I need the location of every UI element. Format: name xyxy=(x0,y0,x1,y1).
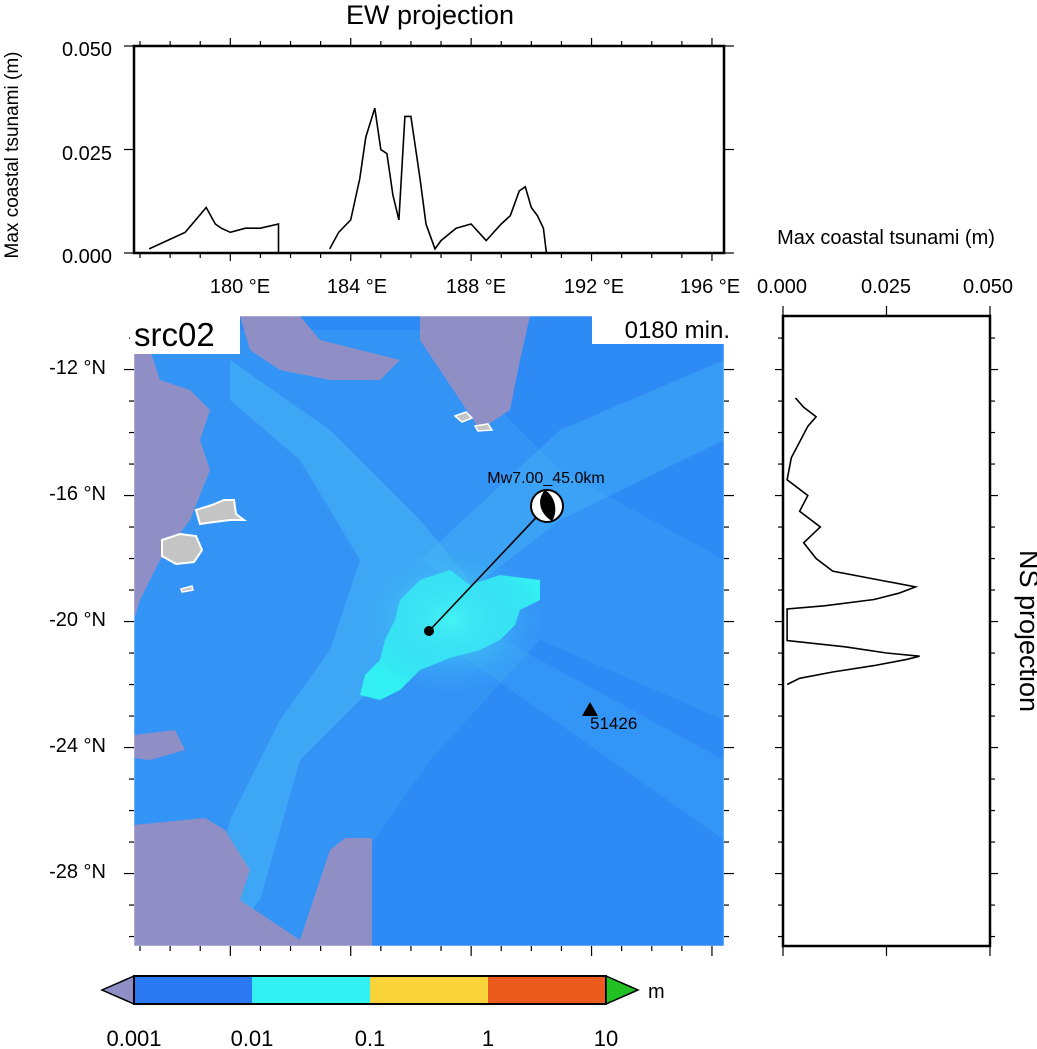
ns-line-path xyxy=(786,397,920,686)
ns-xtick-label: 0.000 xyxy=(757,276,807,298)
epicenter-marker xyxy=(424,626,434,636)
colorbar-tick-label: 0.1 xyxy=(355,1026,386,1049)
lat-tick-label: -20 °N xyxy=(49,609,106,631)
lat-tick-label: -28 °N xyxy=(49,861,106,883)
land-southwest-patch xyxy=(134,730,185,760)
colorbar-tick-label: 0.01 xyxy=(231,1026,274,1049)
ns-series-line xyxy=(786,397,920,686)
land-west xyxy=(134,350,210,620)
ns-xtick-label: 0.050 xyxy=(963,276,1013,298)
colorbar-tick-label: 1 xyxy=(482,1026,494,1049)
station-triangle-icon xyxy=(582,702,598,716)
colorbar-under-triangle xyxy=(100,974,135,1006)
ew-series-line xyxy=(148,107,548,254)
event-label: Mw7.00_45.0km xyxy=(487,470,604,487)
ew-plot-frame xyxy=(132,44,726,255)
ns-panel-xlabel: Max coastal tsunami (m) xyxy=(777,227,995,249)
ew-xtick-label: 180 °E xyxy=(210,276,270,298)
ew-ticks xyxy=(124,38,734,261)
tsunami-map: -12 °N -16 °N -20 °N -24 °N -28 °N src02… xyxy=(49,315,734,956)
ocean-ridge-glow xyxy=(200,360,470,946)
focal-mechanism-icon xyxy=(530,489,564,523)
ew-xtick-label: 188 °E xyxy=(446,276,506,298)
colorbar-segment xyxy=(488,976,606,1004)
land-south xyxy=(134,818,372,946)
ew-xtick-label: 184 °E xyxy=(327,276,387,298)
island-fiji-vanua xyxy=(194,499,247,526)
colorbar-tick-label: 0.001 xyxy=(106,1026,161,1049)
ocean-beam-ne xyxy=(420,360,724,590)
ew-ytick-label: 0.000 xyxy=(62,246,112,268)
ns-projection-panel: Max coastal tsunami (m) 0.000 0.025 0.05… xyxy=(757,227,1037,956)
ew-line-segment xyxy=(148,206,280,253)
ew-ytick-label: 0.025 xyxy=(62,143,112,165)
lat-tick-label: -16 °N xyxy=(49,483,106,505)
land-northeast xyxy=(420,316,530,430)
ns-ticks xyxy=(775,306,998,956)
colorbar-unit: m xyxy=(648,981,665,1003)
colorbar-segment xyxy=(252,976,370,1004)
lat-tick-label: -24 °N xyxy=(49,735,106,757)
ns-xtick-label: 0.025 xyxy=(861,276,911,298)
colorbar-over-triangle xyxy=(605,974,640,1006)
time-label: 0180 min. xyxy=(625,317,730,344)
colorbar: m 0.001 0.01 0.1 1 10 xyxy=(100,974,665,1049)
source-label-box xyxy=(130,316,240,354)
island-samoa-1 xyxy=(453,411,474,423)
epicenter-link-line xyxy=(428,505,548,632)
island-small xyxy=(180,585,194,593)
map-ticks xyxy=(124,337,734,956)
ew-xtick-label: 196 °E xyxy=(680,276,740,298)
ew-panel-title: EW projection xyxy=(346,0,514,30)
ew-xtick-label: 192 °E xyxy=(564,276,624,298)
ew-ytick-label: 0.050 xyxy=(62,39,112,61)
land-north xyxy=(240,316,400,380)
lat-tick-label: -12 °N xyxy=(49,357,106,379)
wave-glow xyxy=(355,545,545,695)
map-frame xyxy=(133,315,725,947)
ns-panel-title: NS projection xyxy=(1014,550,1037,712)
time-label-box xyxy=(592,316,732,344)
island-fiji-viti xyxy=(161,532,204,566)
colorbar-segment xyxy=(370,976,488,1004)
colorbar-tick-label: 10 xyxy=(594,1026,618,1049)
ew-panel-ylabel: Max coastal tsunami (m) xyxy=(2,52,23,259)
ns-plot-frame xyxy=(781,314,992,948)
source-label: src02 xyxy=(134,316,215,353)
ew-line-segment xyxy=(328,107,548,254)
ew-projection-panel: EW projection Max coastal tsunami (m) 0.… xyxy=(2,0,740,298)
colorbar-segment xyxy=(134,976,252,1004)
island-samoa-2 xyxy=(473,423,494,432)
station-label: 51426 xyxy=(590,714,637,733)
